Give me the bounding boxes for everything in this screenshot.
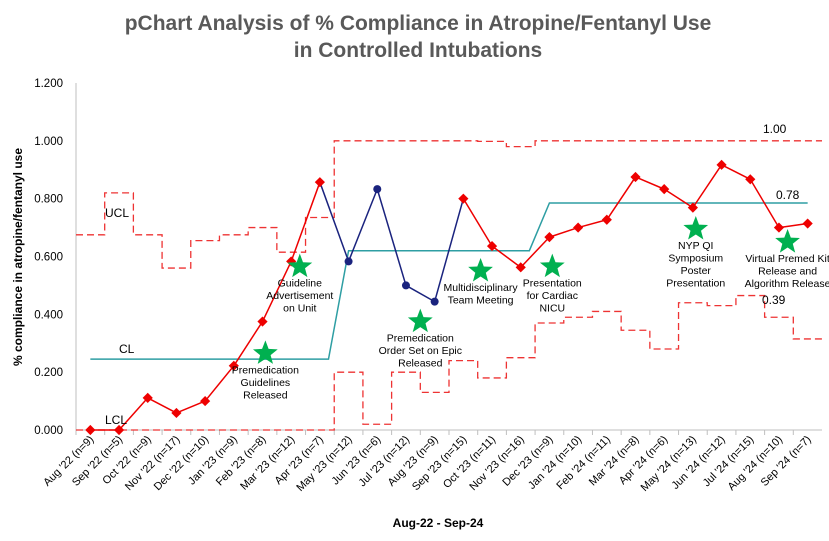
series-segment: [549, 226, 579, 238]
annotation-text: Premedication: [387, 333, 454, 345]
lcl-line: [76, 294, 822, 431]
series-segment: [319, 181, 350, 262]
data-point: [314, 177, 325, 188]
series-segment: [433, 198, 465, 302]
data-point: [200, 395, 211, 407]
y-tick-label: 0.400: [34, 309, 63, 321]
y-tick-label: 0.800: [34, 194, 63, 206]
series-segment: [462, 198, 493, 247]
lcl-end-value: 0.39: [762, 293, 786, 307]
x-tick-label: Sep '24 (n=7): [759, 434, 814, 489]
series-segment: [577, 219, 608, 229]
cl-label: CL: [119, 342, 135, 356]
data-point: [515, 262, 526, 273]
data-point: [630, 171, 641, 183]
y-tick-label: 0.600: [34, 252, 63, 264]
data-point: [344, 257, 353, 266]
series-segment: [749, 178, 780, 228]
chart-title-line-1: pChart Analysis of % Compliance in Atrop…: [125, 12, 712, 35]
series-segment: [147, 397, 177, 414]
annotation-star: [253, 340, 278, 364]
data-point: [486, 240, 498, 252]
series-segment: [204, 365, 235, 402]
cl-line: [90, 202, 808, 360]
annotation-star: [539, 253, 565, 278]
annotation-text: Guidelines: [241, 377, 291, 389]
series-segment: [520, 236, 550, 268]
annotation-text: Presentation: [523, 278, 582, 290]
y-tick-label: 0.000: [34, 425, 63, 437]
series-segment: [176, 400, 206, 414]
data-point: [228, 360, 239, 371]
series-segment: [692, 164, 723, 209]
series-segment: [376, 188, 407, 286]
data-point: [142, 392, 153, 403]
annotation-text: Poster: [681, 265, 712, 277]
x-axis-label: Aug-22 - Sep-24: [393, 516, 484, 530]
annotation-text: Released: [243, 389, 288, 401]
series-segment: [233, 321, 264, 367]
annotation-text: Released: [398, 358, 443, 370]
data-point: [716, 159, 727, 170]
annotation-text: Order Set on Epic: [379, 345, 462, 357]
data-point: [802, 218, 813, 229]
series-segment: [721, 164, 751, 180]
data-point: [573, 222, 584, 233]
data-point: [745, 174, 756, 185]
y-tick-label: 0.200: [34, 367, 63, 379]
series-segment: [405, 284, 436, 303]
series-segment: [347, 188, 378, 262]
series-segment: [491, 245, 522, 268]
annotation-text: Presentation: [666, 278, 725, 290]
lcl-label: LCL: [105, 413, 127, 427]
chart-title-line-2: in Controlled Intubations: [294, 39, 542, 62]
data-point: [171, 407, 182, 419]
annotation-text: Team Meeting: [448, 294, 514, 306]
series-segment: [606, 176, 637, 221]
ucl-label: UCL: [105, 206, 129, 220]
data-point: [458, 193, 469, 204]
cl-end-value: 0.78: [776, 188, 800, 202]
annotation-star: [683, 216, 709, 240]
y-tick-label: 1.000: [34, 136, 63, 148]
annotation-text: on Unit: [283, 303, 316, 315]
data-point: [601, 214, 612, 225]
data-point: [373, 185, 382, 194]
ucl-end-value: 1.00: [763, 122, 787, 136]
series-segment: [778, 222, 808, 229]
annotation-star: [287, 253, 313, 278]
y-axis-label: % compliance in atropine/fentanyl use: [11, 148, 25, 366]
series-segment: [118, 397, 149, 431]
series-segment: [635, 176, 665, 190]
data-point: [773, 222, 785, 233]
series-segment: [663, 188, 694, 209]
ucl-line: [76, 140, 822, 269]
data-point: [659, 184, 670, 195]
annotation-star: [775, 229, 800, 253]
data-point: [401, 281, 410, 290]
y-tick-label: 1.200: [34, 78, 63, 90]
annotation-text: Release and: [758, 266, 817, 278]
annotation-text: Algorithm Release: [745, 278, 829, 290]
data-point: [687, 202, 698, 213]
annotation-text: Premedication: [232, 364, 299, 376]
series-segment: [290, 181, 321, 262]
annotation-star: [407, 308, 433, 333]
annotation-star: [468, 258, 493, 282]
annotation-text: NYP QI: [678, 240, 713, 252]
series-segment: [261, 261, 292, 322]
data-point: [257, 316, 268, 327]
data-point: [430, 297, 439, 306]
annotation-text: Advertisement: [266, 290, 333, 302]
annotation-text: Virtual Premed Kit: [745, 253, 829, 265]
annotation-text: Multidisciplinary: [444, 282, 519, 294]
annotation-text: NICU: [539, 303, 565, 315]
annotation-text: Symposium: [668, 253, 723, 265]
annotation-text: Guideline: [278, 278, 323, 290]
annotation-text: for Cardiac: [527, 290, 578, 302]
